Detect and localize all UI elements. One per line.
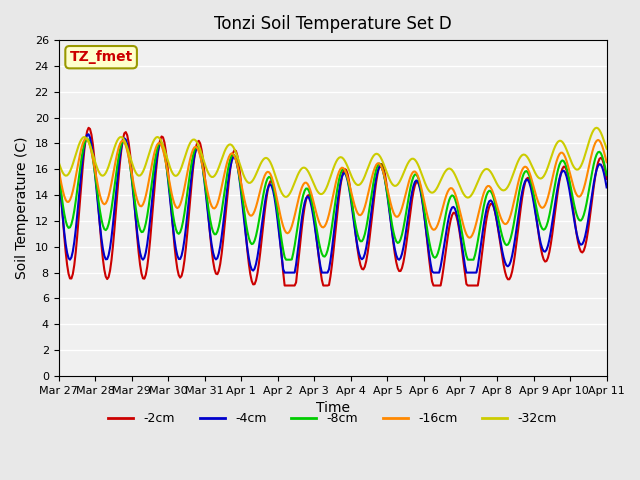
Title: Tonzi Soil Temperature Set D: Tonzi Soil Temperature Set D xyxy=(214,15,451,33)
Text: TZ_fmet: TZ_fmet xyxy=(70,50,132,64)
Y-axis label: Soil Temperature (C): Soil Temperature (C) xyxy=(15,137,29,279)
X-axis label: Time: Time xyxy=(316,401,349,415)
Legend: -2cm, -4cm, -8cm, -16cm, -32cm: -2cm, -4cm, -8cm, -16cm, -32cm xyxy=(104,407,562,430)
